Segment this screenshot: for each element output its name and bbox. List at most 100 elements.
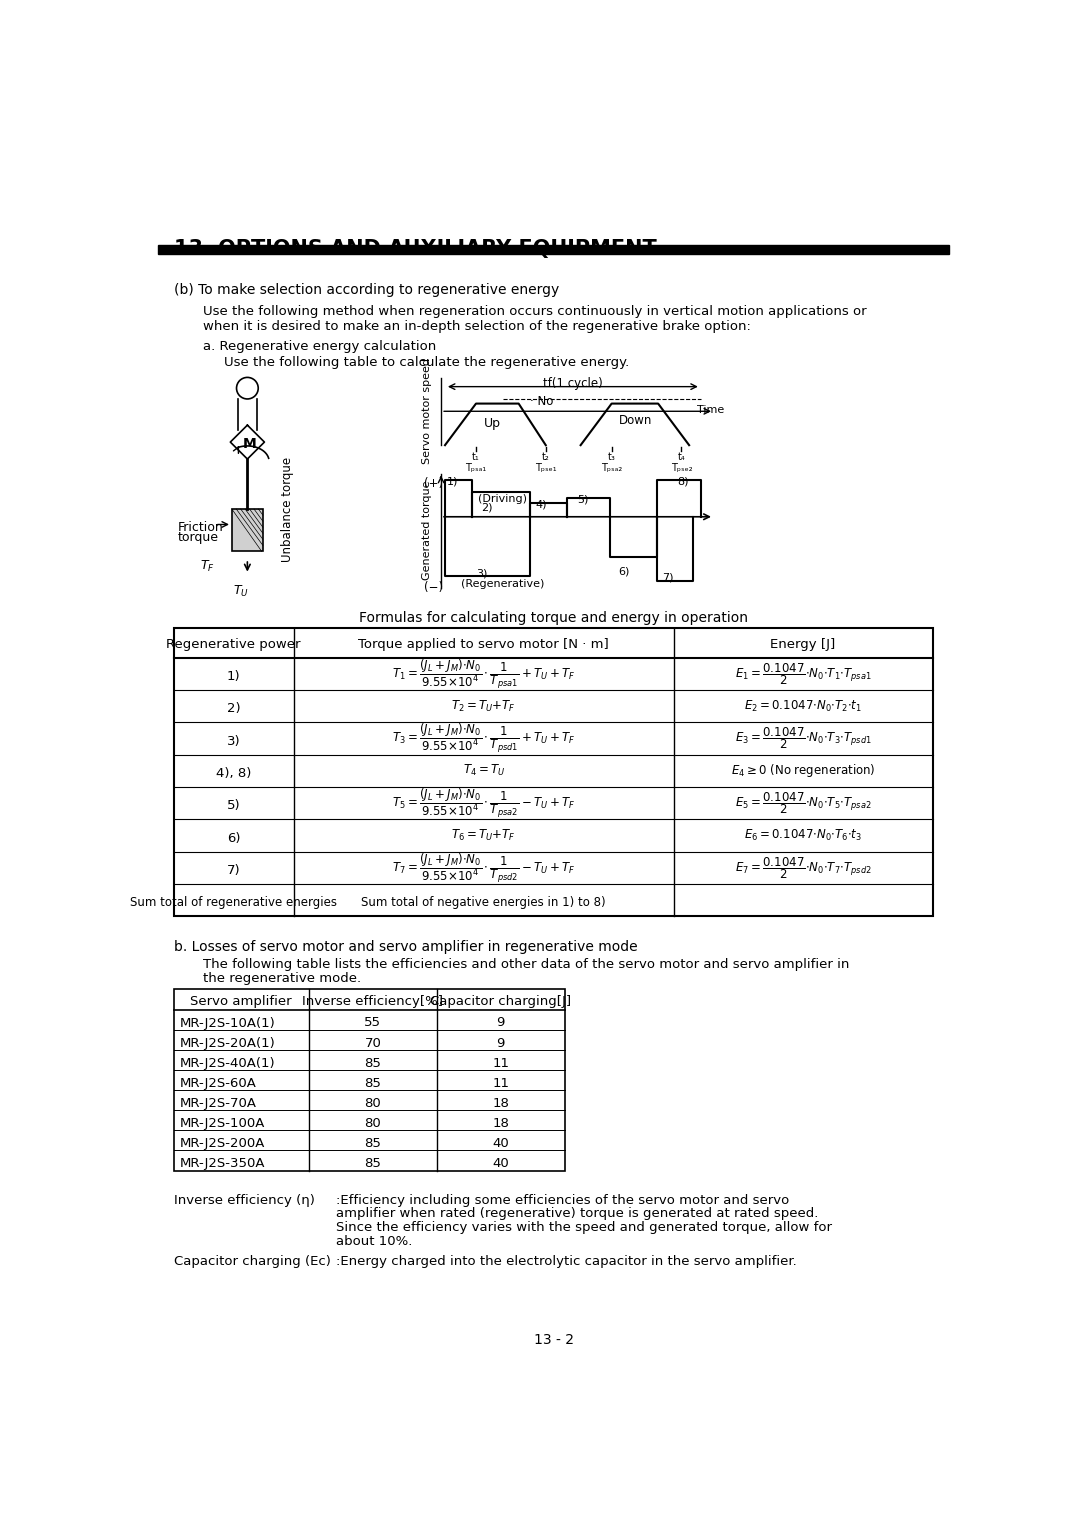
Text: Formulas for calculating torque and energy in operation: Formulas for calculating torque and ener… (359, 611, 748, 625)
Text: MR-J2S-40A(1): MR-J2S-40A(1) (180, 1056, 275, 1070)
Text: 18: 18 (492, 1117, 510, 1129)
Text: tf(1 cycle): tf(1 cycle) (543, 376, 603, 390)
Text: 85: 85 (364, 1077, 381, 1089)
Text: $E_7{=}\dfrac{0.1047}{2}{\cdot}N_0{\cdot}T_7{\cdot}T_{psd2}$: $E_7{=}\dfrac{0.1047}{2}{\cdot}N_0{\cdot… (734, 856, 872, 880)
Text: 9: 9 (497, 1036, 505, 1050)
Text: Sum total of negative energies in 1) to 8): Sum total of negative energies in 1) to … (362, 897, 606, 909)
Text: Use the following method when regeneration occurs continuously in vertical motio: Use the following method when regenerati… (203, 306, 867, 318)
Text: $E_2{=}0.1047{\cdot}N_0{\cdot}T_2{\cdot}t_1$: $E_2{=}0.1047{\cdot}N_0{\cdot}T_2{\cdot}… (744, 698, 862, 714)
Text: 2): 2) (482, 503, 492, 513)
Text: Tₚₛₐ₂: Tₚₛₐ₂ (600, 463, 622, 472)
Bar (159, 244, 948, 254)
Text: Tₚₛₑ₁: Tₚₛₑ₁ (535, 463, 556, 472)
Bar (232, 509, 262, 552)
Text: the regenerative mode.: the regenerative mode. (203, 972, 362, 986)
Bar (174, 628, 933, 917)
Text: MR-J2S-60A: MR-J2S-60A (180, 1077, 257, 1089)
Text: (+): (+) (424, 477, 443, 490)
Text: MR-J2S-100A: MR-J2S-100A (180, 1117, 266, 1129)
Text: 3): 3) (476, 568, 487, 579)
Text: The following table lists the efficiencies and other data of the servo motor and: The following table lists the efficienci… (203, 958, 850, 970)
Text: (b) To make selection according to regenerative energy: (b) To make selection according to regen… (174, 284, 559, 298)
Text: 85: 85 (364, 1157, 381, 1169)
Text: Servo amplifier: Servo amplifier (190, 995, 292, 1008)
Bar (174, 989, 565, 1170)
Text: 55: 55 (364, 1016, 381, 1030)
Text: MR-J2S-20A(1): MR-J2S-20A(1) (180, 1036, 275, 1050)
Text: about 10%.: about 10%. (337, 1235, 413, 1248)
Text: 1): 1) (447, 477, 459, 487)
Text: Tₚₛₑ₂: Tₚₛₑ₂ (671, 463, 692, 472)
Text: $T_3 = \dfrac{(J_L+J_M){\cdot}N_0}{9.55{\times}10^4} \cdot \dfrac{1}{T_{psd1}} +: $T_3 = \dfrac{(J_L+J_M){\cdot}N_0}{9.55{… (392, 721, 576, 755)
Text: Sum total of regenerative energies: Sum total of regenerative energies (130, 897, 337, 909)
Text: Friction: Friction (177, 521, 224, 533)
Text: 18: 18 (492, 1097, 510, 1109)
Text: 85: 85 (364, 1137, 381, 1149)
Text: 80: 80 (365, 1117, 381, 1129)
Text: 9: 9 (497, 1016, 505, 1030)
Text: M: M (243, 437, 256, 451)
Text: · No: · No (530, 396, 554, 408)
Text: 5): 5) (227, 799, 240, 813)
Text: $T_U$: $T_U$ (233, 584, 249, 599)
Text: Capacitor charging[J]: Capacitor charging[J] (430, 995, 571, 1008)
Text: 13. OPTIONS AND AUXILIARY EQUIPMENT: 13. OPTIONS AND AUXILIARY EQUIPMENT (174, 238, 657, 258)
Text: 6): 6) (227, 831, 240, 845)
Text: 6): 6) (618, 565, 630, 576)
Text: 85: 85 (364, 1056, 381, 1070)
Text: Inverse efficiency[%]: Inverse efficiency[%] (302, 995, 444, 1008)
Text: :Efficiency including some efficiencies of the servo motor and servo: :Efficiency including some efficiencies … (337, 1193, 789, 1207)
Text: Use the following table to calculate the regenerative energy.: Use the following table to calculate the… (225, 356, 630, 368)
Text: 70: 70 (364, 1036, 381, 1050)
Text: 8): 8) (677, 477, 689, 487)
Text: Up: Up (484, 417, 501, 429)
Text: Regenerative power: Regenerative power (166, 637, 300, 651)
Text: Generated torque: Generated torque (422, 480, 432, 579)
Text: 7): 7) (662, 573, 674, 584)
Text: 80: 80 (365, 1097, 381, 1109)
Text: Energy [J]: Energy [J] (770, 637, 836, 651)
Text: Torque applied to servo motor [N · m]: Torque applied to servo motor [N · m] (359, 637, 609, 651)
Text: Servo motor speed: Servo motor speed (422, 358, 432, 463)
Text: $T_7 = \dfrac{(J_L+J_M){\cdot}N_0}{9.55{\times}10^4} \cdot \dfrac{1}{T_{psd2}} -: $T_7 = \dfrac{(J_L+J_M){\cdot}N_0}{9.55{… (392, 851, 576, 885)
Text: Since the efficiency varies with the speed and generated torque, allow for: Since the efficiency varies with the spe… (337, 1221, 833, 1235)
Text: Inverse efficiency (η): Inverse efficiency (η) (174, 1193, 314, 1207)
Text: 11: 11 (492, 1077, 510, 1089)
Text: Unbalance torque: Unbalance torque (281, 457, 294, 562)
Text: 4), 8): 4), 8) (216, 767, 252, 779)
Text: t₁: t₁ (472, 452, 480, 461)
Text: 40: 40 (492, 1137, 509, 1149)
Text: MR-J2S-10A(1): MR-J2S-10A(1) (180, 1016, 275, 1030)
Text: MR-J2S-350A: MR-J2S-350A (180, 1157, 266, 1169)
Text: amplifier when rated (regenerative) torque is generated at rated speed.: amplifier when rated (regenerative) torq… (337, 1207, 819, 1221)
Text: $T_F$: $T_F$ (200, 559, 215, 575)
Text: torque: torque (177, 532, 218, 544)
Text: 5): 5) (577, 495, 589, 504)
Text: $E_5{=}\dfrac{0.1047}{2}{\cdot}N_0{\cdot}T_5{\cdot}T_{psa2}$: $E_5{=}\dfrac{0.1047}{2}{\cdot}N_0{\cdot… (734, 790, 872, 816)
Text: 3): 3) (227, 735, 240, 747)
Text: $E_6{=}0.1047{\cdot}N_0{\cdot}T_6{\cdot}t_3$: $E_6{=}0.1047{\cdot}N_0{\cdot}T_6{\cdot}… (744, 828, 862, 843)
Text: a. Regenerative energy calculation: a. Regenerative energy calculation (203, 341, 436, 353)
Text: (Driving): (Driving) (478, 494, 527, 504)
Text: :Energy charged into the electrolytic capacitor in the servo amplifier.: :Energy charged into the electrolytic ca… (337, 1254, 797, 1268)
Text: 40: 40 (492, 1157, 509, 1169)
Text: $T_2{=}T_U{+}T_F$: $T_2{=}T_U{+}T_F$ (451, 698, 516, 714)
Text: $E_1{=}\dfrac{0.1047}{2}{\cdot}N_0{\cdot}T_1{\cdot}T_{psa1}$: $E_1{=}\dfrac{0.1047}{2}{\cdot}N_0{\cdot… (734, 662, 872, 686)
Text: $E_3{=}\dfrac{0.1047}{2}{\cdot}N_0{\cdot}T_3{\cdot}T_{psd1}$: $E_3{=}\dfrac{0.1047}{2}{\cdot}N_0{\cdot… (734, 726, 872, 752)
Text: (Regenerative): (Regenerative) (460, 579, 544, 590)
Text: when it is desired to make an in-depth selection of the regenerative brake optio: when it is desired to make an in-depth s… (203, 321, 751, 333)
Text: Down: Down (619, 414, 652, 428)
Text: 2): 2) (227, 703, 240, 715)
Text: 1): 1) (227, 669, 240, 683)
Text: $T_6{=}T_U{+}T_F$: $T_6{=}T_U{+}T_F$ (451, 828, 516, 843)
Text: 4): 4) (536, 500, 548, 510)
Text: 11: 11 (492, 1056, 510, 1070)
Text: Time: Time (697, 405, 724, 416)
Text: MR-J2S-70A: MR-J2S-70A (180, 1097, 257, 1109)
Text: 7): 7) (227, 863, 240, 877)
Text: $T_1 = \dfrac{(J_L+J_M){\cdot}N_0}{9.55{\times}10^4} \cdot \dfrac{1}{T_{psa1}} +: $T_1 = \dfrac{(J_L+J_M){\cdot}N_0}{9.55{… (392, 657, 576, 691)
Text: 13 - 2: 13 - 2 (534, 1332, 573, 1348)
Text: Capacitor charging (Ec): Capacitor charging (Ec) (174, 1254, 330, 1268)
Text: b. Losses of servo motor and servo amplifier in regenerative mode: b. Losses of servo motor and servo ampli… (174, 940, 637, 953)
Text: $E_4{\geq}0$ (No regeneration): $E_4{\geq}0$ (No regeneration) (731, 762, 875, 779)
